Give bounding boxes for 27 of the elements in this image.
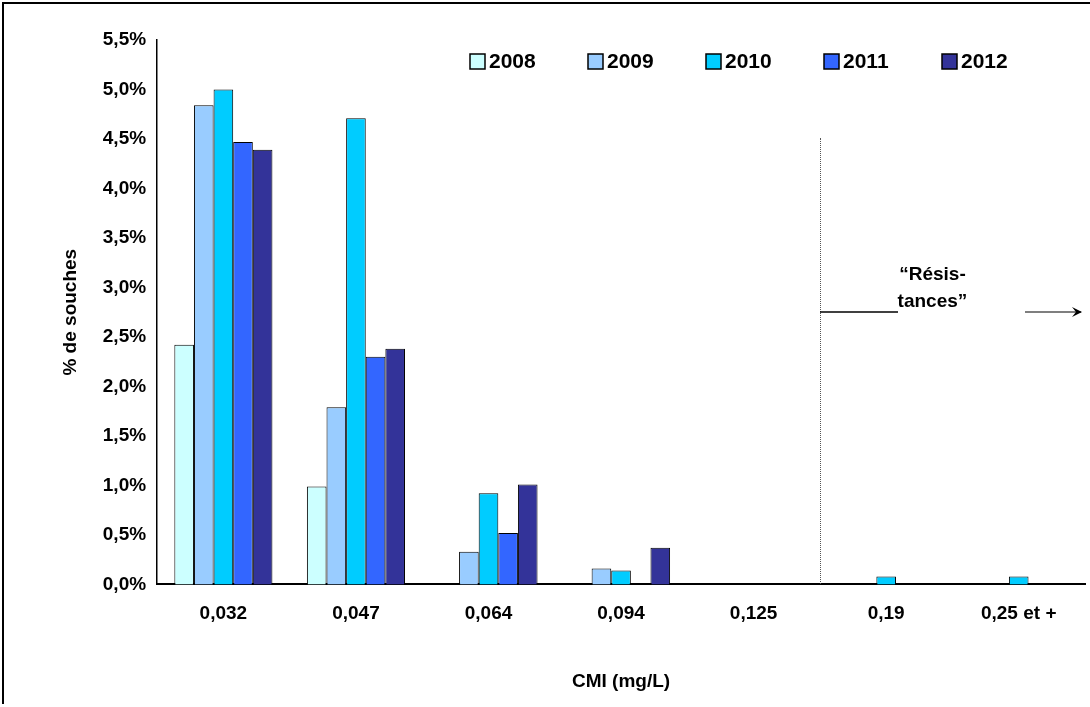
annotation: “Résis- tances” (897, 262, 968, 311)
x-tick-label: 0,125 (729, 602, 778, 624)
y-axis-title: % de souches (58, 248, 80, 376)
x-tick-label: 0,25 et + (980, 602, 1057, 624)
y-tick-label: 4,5% (102, 127, 147, 149)
y-tick-label: 4,0% (102, 176, 147, 198)
y-tick-label: 0,0% (102, 572, 147, 594)
y-tick-label: 3,0% (102, 275, 147, 297)
legend-label: 2011 (843, 48, 889, 72)
y-tick-label: 5,0% (102, 77, 147, 99)
y-tick-label: 1,0% (102, 473, 147, 495)
x-axis-title: CMI (mg/L) (571, 669, 671, 691)
legend-label: 2008 (489, 48, 537, 72)
y-tick-label: 3,5% (102, 226, 147, 248)
y-tick-label: 5,5% (102, 28, 147, 50)
x-tick-label: 0,064 (464, 602, 513, 624)
x-tick-label: 0,094 (597, 602, 646, 624)
y-tick-label: 1,5% (102, 424, 147, 446)
x-tick-label: 0,047 (332, 602, 380, 624)
y-tick-label: 0,5% (102, 523, 147, 545)
y-tick-label: 2,5% (102, 325, 147, 347)
legend-label: 2009 (607, 48, 654, 72)
y-tick-label: 2,0% (102, 374, 147, 396)
legend-label: 2012 (961, 48, 1008, 72)
x-tick-label: 0,032 (199, 602, 248, 624)
legend-label: 2010 (725, 48, 772, 72)
x-tick-label: 0,19 (867, 602, 905, 624)
